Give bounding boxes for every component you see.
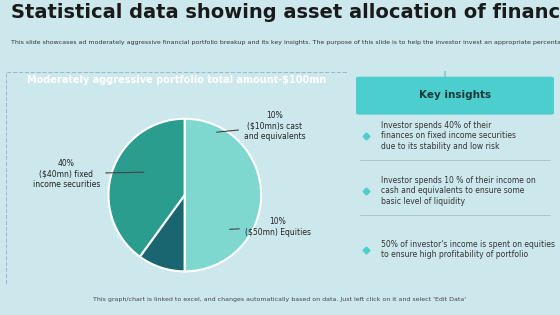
- Text: 10%
($50mn) Equities: 10% ($50mn) Equities: [230, 217, 311, 237]
- Text: 50% of investor's income is spent on equities
to ensure high profitability of po: 50% of investor's income is spent on equ…: [381, 240, 556, 260]
- Text: Moderately aggressive portfolio total amount-$100mn: Moderately aggressive portfolio total am…: [27, 75, 326, 85]
- Text: Investor spends 10 % of their income on
cash and equivalents to ensure some
basi: Investor spends 10 % of their income on …: [381, 176, 536, 206]
- Text: 40%
($40mn) fixed
income securities: 40% ($40mn) fixed income securities: [33, 159, 144, 189]
- Text: This slide showcases ad moderately aggressive financial portfolio breakup and it: This slide showcases ad moderately aggre…: [11, 40, 560, 45]
- Wedge shape: [140, 195, 185, 272]
- Text: This graph/chart is linked to excel, and changes automatically based on data. Ju: This graph/chart is linked to excel, and…: [94, 297, 466, 302]
- Wedge shape: [109, 119, 185, 257]
- Text: Investor spends 40% of their
finances on fixed income securities
due to its stab: Investor spends 40% of their finances on…: [381, 121, 516, 151]
- Text: Key insights: Key insights: [419, 89, 491, 100]
- Text: Statistical data showing asset allocation of financial portfolio: Statistical data showing asset allocatio…: [11, 3, 560, 22]
- Wedge shape: [185, 119, 261, 272]
- Text: 10%
($10mn)s cast
and equivalents: 10% ($10mn)s cast and equivalents: [217, 112, 306, 141]
- FancyBboxPatch shape: [353, 77, 557, 115]
